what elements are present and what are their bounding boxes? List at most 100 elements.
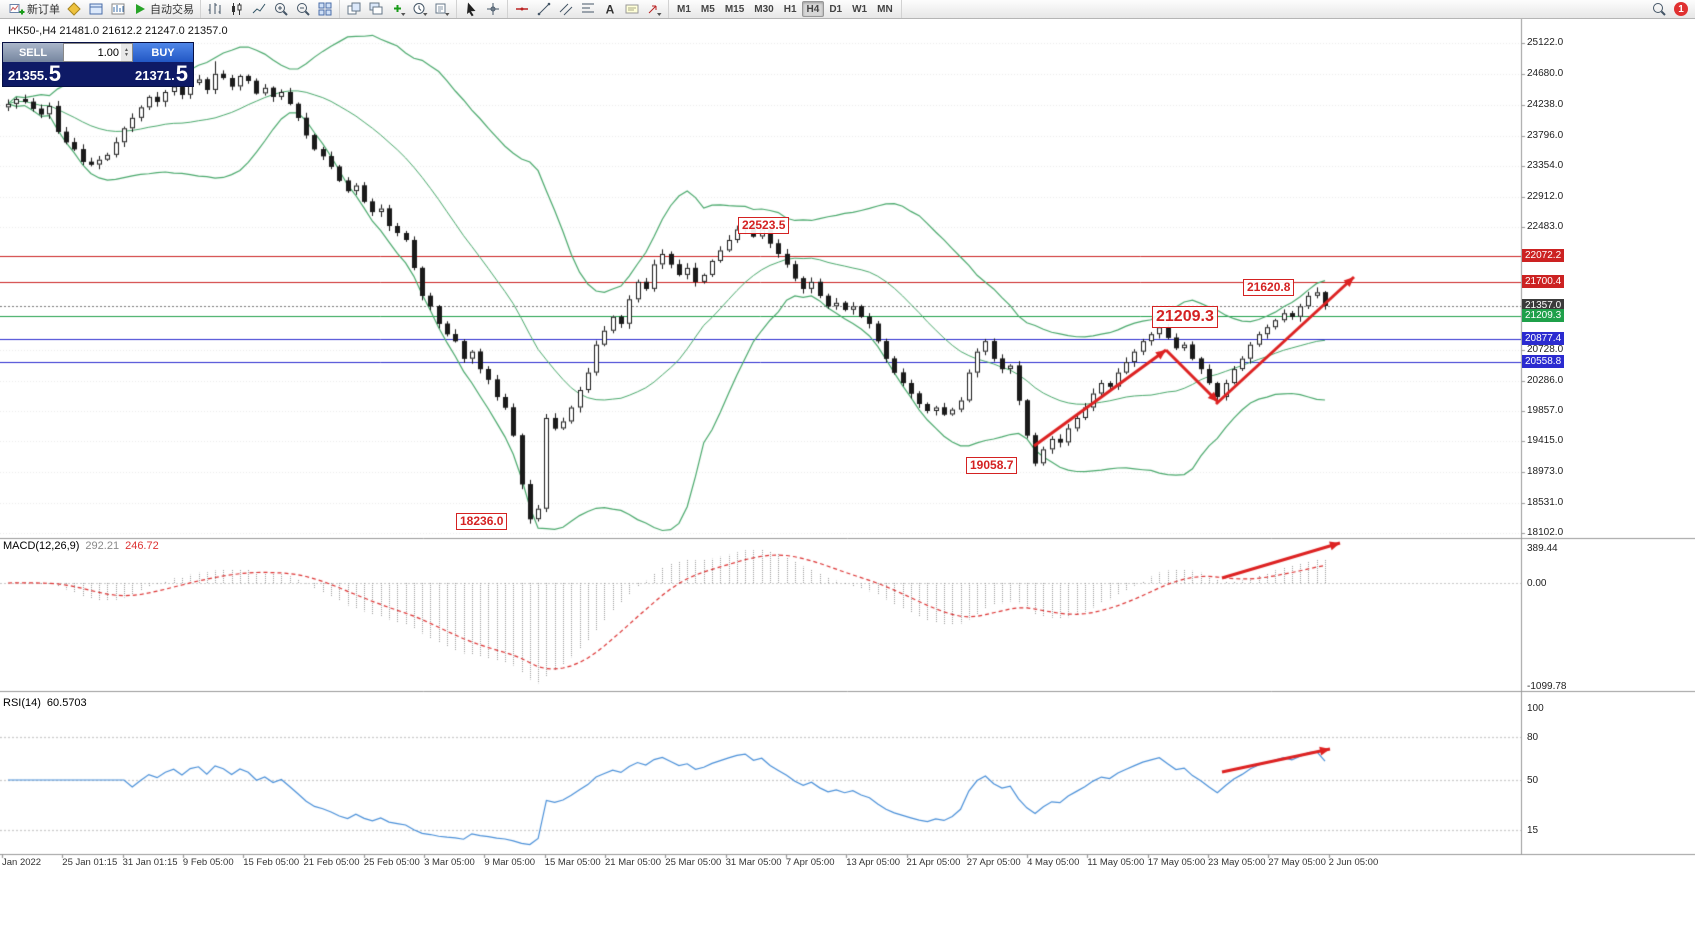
hline-tool-button[interactable] xyxy=(511,1,533,18)
timeframe-mn-button[interactable]: MN xyxy=(877,3,893,15)
time-axis-label: 17 May 05:00 xyxy=(1147,857,1206,868)
arrow-tool-icon xyxy=(646,1,662,17)
crosshair-icon xyxy=(485,1,501,17)
time-axis-label: 25 Jan 01:15 xyxy=(62,857,118,868)
new-order-button[interactable]: 新订单 xyxy=(6,1,63,18)
buy-price: 21371. 5 xyxy=(134,61,188,86)
time-axis-label: 13 Apr 05:00 xyxy=(846,857,901,868)
zoom-out-button[interactable] xyxy=(292,1,314,18)
clock-icon xyxy=(412,1,428,17)
volume-input[interactable] xyxy=(64,46,121,59)
market-watch-button[interactable] xyxy=(85,1,107,18)
symbol-info: HK50-,H4 21481.0 21612.2 21247.0 21357.0 xyxy=(8,25,228,37)
trendline-icon xyxy=(536,1,552,17)
time-axis-label: 27 Apr 05:00 xyxy=(966,857,1021,868)
cursor-button[interactable] xyxy=(460,1,482,18)
timeframe-m30-button[interactable]: M30 xyxy=(754,3,774,15)
template-icon xyxy=(434,1,450,17)
timeframe-d1-button[interactable]: D1 xyxy=(829,3,843,15)
price-tick-label: 18531.0 xyxy=(1527,497,1564,509)
timeframe-h1-button[interactable]: H1 xyxy=(783,3,797,15)
timeframe-m5-button[interactable]: M5 xyxy=(700,3,715,15)
one-click-trading-panel: SELL ▲▼ BUY 21355.5 21371.5 xyxy=(2,42,194,87)
autotrading-button-label: 自动交易 xyxy=(150,4,194,16)
macd-axis-label: -1099.78 xyxy=(1527,681,1567,692)
notification-badge[interactable]: 1 xyxy=(1674,2,1688,16)
favorites-button[interactable] xyxy=(63,1,85,18)
time-axis-label: 3 Mar 05:00 xyxy=(424,857,475,868)
buy-button[interactable]: BUY xyxy=(133,43,193,62)
zoom-in-icon xyxy=(273,1,289,17)
timeframe-w1-button[interactable]: W1 xyxy=(852,3,868,15)
volume-up-icon[interactable]: ▲ xyxy=(124,46,129,53)
arrows-tool-button[interactable] xyxy=(643,1,665,18)
price-annotation[interactable]: 19058.7 xyxy=(966,457,1018,474)
data-window-button[interactable] xyxy=(107,1,129,18)
price-line-label: 21700.4 xyxy=(1522,274,1565,288)
tile-windows-button[interactable] xyxy=(314,1,336,18)
time-axis-label: 7 Apr 05:00 xyxy=(785,857,835,868)
price-annotation[interactable]: 22523.5 xyxy=(738,217,790,234)
chart-canvas[interactable] xyxy=(0,18,1695,939)
timeframe-m1-button[interactable]: M1 xyxy=(677,3,691,15)
search-button[interactable] xyxy=(1648,1,1670,18)
rsi-name: RSI(14) xyxy=(3,697,41,709)
price-tick-label: 18973.0 xyxy=(1527,466,1564,478)
volume-spinner: ▲ ▼ xyxy=(121,44,132,61)
price-tick-label: 19857.0 xyxy=(1527,404,1564,416)
label-tool-button[interactable] xyxy=(621,1,643,18)
arrange-windows-button[interactable] xyxy=(343,1,365,18)
template-menu-button[interactable] xyxy=(431,1,453,18)
period-menu-button[interactable] xyxy=(409,1,431,18)
volume-stepper[interactable]: ▲▼ xyxy=(63,43,133,62)
time-axis-label: 9 Mar 05:00 xyxy=(484,857,536,868)
bar-chart-button[interactable] xyxy=(204,1,226,18)
price-tick-label: 24238.0 xyxy=(1527,98,1564,110)
arrange-icon xyxy=(346,1,362,17)
channel-tool-button[interactable] xyxy=(555,1,577,18)
price-tick-label: 22483.0 xyxy=(1527,221,1564,233)
rsi-axis-label: 100 xyxy=(1527,703,1544,714)
fibonacci-tool-button[interactable] xyxy=(577,1,599,18)
rsi-axis-label: 80 xyxy=(1527,731,1539,743)
time-axis-label: 15 Mar 05:00 xyxy=(544,857,601,868)
timeframe-h4-button[interactable]: H4 xyxy=(801,1,825,17)
autotrading-button[interactable]: 自动交易 xyxy=(129,1,197,18)
macd-main-value: 292.21 xyxy=(85,540,120,552)
tile-icon xyxy=(317,1,333,17)
price-line-label: 20877.4 xyxy=(1522,332,1565,346)
price-annotation[interactable]: 21209.3 xyxy=(1152,306,1218,328)
timeframe-m15-button[interactable]: M15 xyxy=(724,3,745,15)
ohlc-icon xyxy=(207,1,223,17)
channel-icon xyxy=(558,1,574,17)
cascade-windows-button[interactable] xyxy=(365,1,387,18)
candle-chart-button[interactable] xyxy=(226,1,248,18)
price-line-label: 20558.8 xyxy=(1522,354,1565,368)
macd-name: MACD(12,26,9) xyxy=(3,540,80,552)
volume-down-icon[interactable]: ▼ xyxy=(124,51,129,58)
zoom-in-button[interactable] xyxy=(270,1,292,18)
price-tick-label: 20728.0 xyxy=(1527,343,1564,355)
price-line-label: 21357.0 xyxy=(1522,298,1565,312)
time-axis-label: 23 May 05:00 xyxy=(1208,857,1266,868)
trendline-tool-button[interactable] xyxy=(533,1,555,18)
price-annotation[interactable]: 18236.0 xyxy=(456,513,508,530)
sell-button[interactable]: SELL xyxy=(3,43,63,62)
price-annotation[interactable]: 21620.8 xyxy=(1243,279,1295,296)
text-tool-button[interactable]: A xyxy=(599,1,621,18)
sell-price: 21355. 5 xyxy=(8,61,62,86)
rsi-axis-label: 15 xyxy=(1527,825,1539,837)
fibo-icon xyxy=(580,1,596,17)
price-tick-label: 23354.0 xyxy=(1527,160,1564,172)
crosshair-button[interactable] xyxy=(482,1,504,18)
add-indicator-button[interactable] xyxy=(387,1,409,18)
time-axis-label: 21 Mar 05:00 xyxy=(605,857,661,868)
time-axis-label: 25 Mar 05:00 xyxy=(665,857,722,868)
time-axis-label: Jan 2022 xyxy=(2,857,42,868)
macd-axis-label: 0.00 xyxy=(1527,578,1547,589)
macd-indicator-label: MACD(12,26,9) 292.21 246.72 xyxy=(3,540,159,552)
cascade-icon xyxy=(368,1,384,17)
main-toolbar: 新订单 自动交易 A M1 M5 M15 M30 H1 H4 D1 W1 MN 1 xyxy=(0,0,1695,19)
price-line-label: 21209.3 xyxy=(1522,309,1565,323)
line-chart-button[interactable] xyxy=(248,1,270,18)
